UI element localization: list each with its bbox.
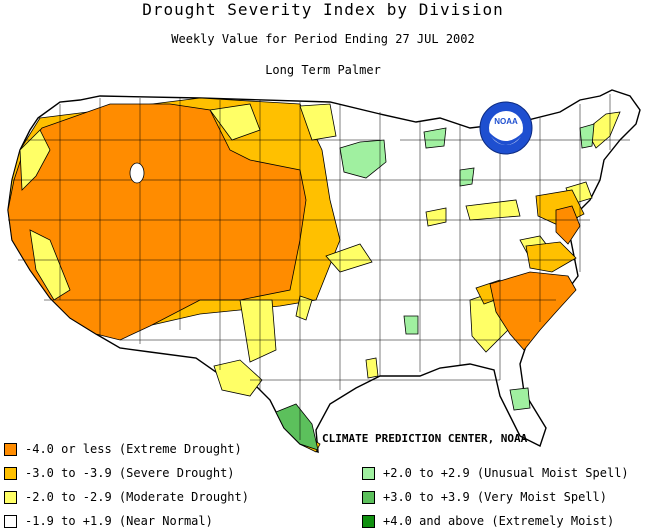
legend-swatch xyxy=(362,490,375,504)
legend-swatch xyxy=(4,490,17,504)
legend-label: -4.0 or less (Extreme Drought) xyxy=(25,442,242,456)
legend-label: -2.0 to -2.9 (Moderate Drought) xyxy=(25,490,249,504)
legend-item-moderate-drought: -2.0 to -2.9 (Moderate Drought) xyxy=(4,490,249,504)
legend-item-very-moist: +3.0 to +3.9 (Very Moist Spell) xyxy=(362,490,607,504)
legend-label: -3.0 to -3.9 (Severe Drought) xyxy=(25,466,235,480)
legend-swatch xyxy=(4,442,17,456)
legend-label: +2.0 to +2.9 (Unusual Moist Spell) xyxy=(383,466,629,480)
moist-areas xyxy=(275,123,595,451)
noaa-logo: NOAA xyxy=(479,101,533,155)
legend-item-unusual-moist: +2.0 to +2.9 (Unusual Moist Spell) xyxy=(362,466,629,480)
legend-item-near-normal: -1.9 to +1.9 (Near Normal) xyxy=(4,514,213,528)
noaa-logo-text: NOAA xyxy=(494,117,518,126)
legend-label: -1.9 to +1.9 (Near Normal) xyxy=(25,514,213,528)
legend-swatch xyxy=(4,514,17,528)
credit-text: CLIMATE PREDICTION CENTER, NOAA xyxy=(322,432,528,445)
legend-swatch xyxy=(4,466,17,480)
legend-item-severe-drought: -3.0 to -3.9 (Severe Drought) xyxy=(4,466,235,480)
division-boundaries xyxy=(8,94,630,440)
us-drought-map: NOAA xyxy=(7,89,641,454)
legend-label: +4.0 and above (Extremely Moist) xyxy=(383,514,615,528)
legend: -4.0 or less (Extreme Drought) -3.0 to -… xyxy=(0,436,646,530)
great-salt-lake xyxy=(129,162,145,184)
legend-item-extreme-drought: -4.0 or less (Extreme Drought) xyxy=(4,442,242,456)
index-name: Long Term Palmer xyxy=(265,63,381,77)
map-subtitle: Weekly Value for Period Ending 27 JUL 20… xyxy=(171,32,475,46)
legend-label: +3.0 to +3.9 (Very Moist Spell) xyxy=(383,490,607,504)
legend-item-extremely-moist: +4.0 and above (Extremely Moist) xyxy=(362,514,614,528)
legend-swatch xyxy=(362,514,375,528)
extreme-drought-east xyxy=(489,205,581,351)
map-title: Drought Severity Index by Division xyxy=(142,0,504,19)
legend-swatch xyxy=(362,466,375,480)
